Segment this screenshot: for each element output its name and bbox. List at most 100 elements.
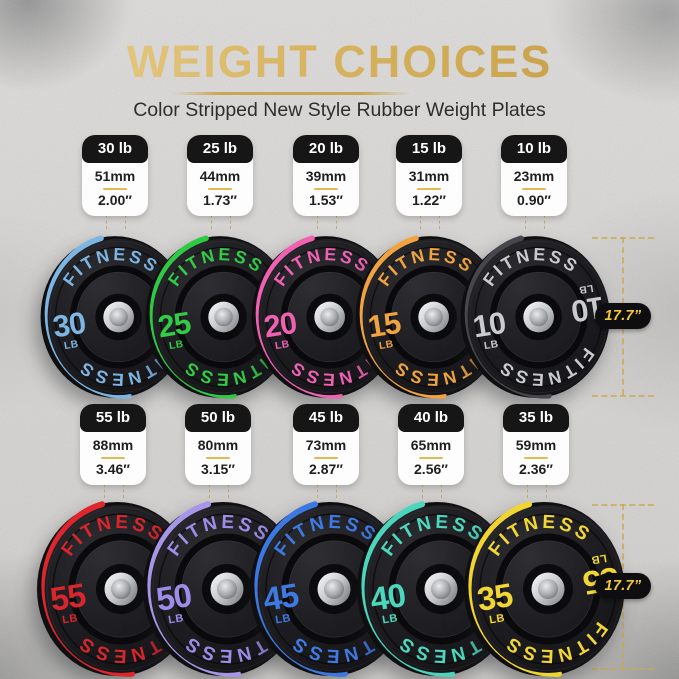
weight-unit: LB — [381, 612, 398, 626]
weight-unit: LB — [168, 339, 184, 352]
hub-center — [538, 579, 558, 599]
weight-spec-card: 25 lb 44mm 1.73″ — [187, 135, 253, 216]
hub-center — [111, 579, 131, 599]
page-title: WEIGHT CHOICES — [0, 36, 679, 88]
thickness-mm: 31mm — [408, 168, 450, 184]
weight-number: 25 — [156, 306, 194, 345]
weight-unit-mirrored: LB — [578, 282, 594, 295]
page-subtitle: Color Stripped New Style Rubber Weight P… — [133, 99, 546, 121]
weight-unit: LB — [61, 612, 78, 626]
weight-spec-card: 10 lb 23mm 0.90″ — [501, 135, 567, 216]
thickness-specs: 31mm 1.22″ — [396, 163, 462, 216]
weight-number: 55 — [48, 576, 89, 618]
gold-divider — [522, 187, 546, 190]
thickness-inch: 2.87″ — [309, 460, 343, 477]
weight-label: 40 lb — [413, 409, 449, 426]
label-connector-bracket — [211, 215, 231, 229]
gold-divider — [314, 187, 338, 190]
thickness-inch: 3.15″ — [201, 460, 235, 477]
weight-label-badge: 40 lb — [398, 404, 464, 432]
thickness-specs: 88mm 3.46″ — [80, 432, 146, 485]
hub-center — [109, 307, 128, 327]
hub-center — [431, 579, 451, 599]
weight-spec-card: 45 lb 73mm 2.87″ — [293, 404, 359, 485]
weight-label: 25 lb — [202, 140, 238, 157]
thickness-inch: 0.90″ — [517, 191, 551, 208]
thickness-inch: 1.53″ — [309, 191, 343, 208]
thickness-mm: 88mm — [92, 437, 134, 453]
gold-divider — [206, 456, 230, 459]
thickness-inch: 2.56″ — [414, 460, 448, 477]
weight-label-badge: 30 lb — [82, 135, 148, 163]
thickness-specs: 44mm 1.73″ — [187, 163, 253, 216]
weight-unit: LB — [274, 339, 290, 352]
hub-center — [320, 307, 339, 327]
gold-divider — [417, 187, 441, 190]
diameter-value: 17.7” — [604, 308, 642, 324]
weight-label-badge: 35 lb — [503, 404, 569, 432]
label-connector-bracket — [317, 484, 337, 498]
weight-label: 20 lb — [308, 140, 344, 157]
weight-spec-card: 35 lb 59mm 2.36″ — [503, 404, 569, 485]
thickness-specs: 59mm 2.36″ — [503, 432, 569, 485]
gold-divider — [314, 456, 338, 459]
gold-divider — [419, 456, 443, 459]
thickness-mm: 80mm — [197, 437, 239, 453]
weight-spec-card: 15 lb 31mm 1.22″ — [396, 135, 462, 216]
thickness-specs: 80mm 3.15″ — [185, 432, 251, 485]
thickness-specs: 23mm 0.90″ — [501, 163, 567, 216]
weight-label-badge: 25 lb — [187, 135, 253, 163]
weight-unit: LB — [63, 339, 79, 352]
thickness-mm: 44mm — [199, 168, 241, 184]
label-connector-bracket — [104, 484, 124, 498]
gold-divider — [101, 456, 125, 459]
hub-center — [529, 307, 548, 327]
weight-label: 55 lb — [95, 409, 131, 426]
weight-number: 50 — [154, 576, 194, 618]
thickness-specs: 39mm 1.53″ — [293, 163, 359, 216]
weight-unit-mirrored: LB — [590, 552, 607, 566]
weight-label: 35 lb — [518, 409, 554, 426]
weight-unit: LB — [378, 339, 394, 352]
weight-label: 15 lb — [411, 140, 447, 157]
weight-unit: LB — [167, 612, 184, 626]
weight-label-badge: 50 lb — [185, 404, 251, 432]
gold-divider — [524, 456, 548, 459]
weight-spec-card: 55 lb 88mm 3.46″ — [80, 404, 146, 485]
diameter-badge: 17.7” — [595, 573, 651, 599]
bumper-plate: FITNESS FITNESS 10 LB 10 LB — [460, 235, 610, 399]
weight-label: 45 lb — [308, 409, 344, 426]
title-underline — [172, 92, 410, 95]
thickness-inch: 1.73″ — [203, 191, 237, 208]
thickness-mm: 59mm — [515, 437, 557, 453]
label-connector-bracket — [525, 215, 545, 229]
weight-label-badge: 15 lb — [396, 135, 462, 163]
weight-unit: LB — [274, 612, 291, 626]
label-connector-bracket — [209, 484, 229, 498]
label-connector-bracket — [420, 215, 440, 229]
thickness-inch: 2.00″ — [98, 191, 132, 208]
label-connector-bracket — [317, 215, 337, 229]
diameter-value: 17.7” — [604, 578, 642, 594]
thickness-mm: 65mm — [410, 437, 452, 453]
thickness-inch: 2.36″ — [519, 460, 553, 477]
weight-label: 10 lb — [516, 140, 552, 157]
weight-spec-card: 40 lb 65mm 2.56″ — [398, 404, 464, 485]
diameter-badge: 17.7” — [595, 303, 651, 329]
weight-label-badge: 10 lb — [501, 135, 567, 163]
weight-label-badge: 20 lb — [293, 135, 359, 163]
gold-divider — [208, 187, 232, 190]
weight-unit: LB — [488, 612, 505, 626]
weight-spec-card: 30 lb 51mm 2.00″ — [82, 135, 148, 216]
thickness-mm: 39mm — [305, 168, 347, 184]
hub-center — [324, 579, 344, 599]
thickness-mm: 73mm — [305, 437, 347, 453]
weight-label: 50 lb — [200, 409, 236, 426]
label-connector-bracket — [527, 484, 547, 498]
thickness-specs: 73mm 2.87″ — [293, 432, 359, 485]
weight-label: 30 lb — [97, 140, 133, 157]
gold-divider — [103, 187, 127, 190]
thickness-inch: 3.46″ — [96, 460, 130, 477]
thickness-mm: 51mm — [94, 168, 136, 184]
